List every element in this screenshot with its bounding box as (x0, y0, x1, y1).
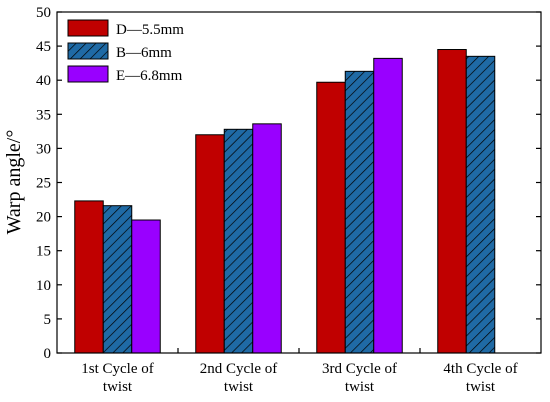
bar-b-6mm-1 (102, 205, 133, 354)
bar-d-5-5mm-4 (437, 49, 467, 354)
y-tick-label: 0 (44, 346, 52, 362)
legend: D—5.5mm B—6mm E—6.8mm (67, 19, 184, 84)
y-axis-label: Warp angle/° (3, 130, 25, 235)
y-tick-label: 25 (36, 176, 51, 192)
y-tick-label: 15 (36, 244, 51, 260)
x-ticks: 1st Cycle of twist 2nd Cycle of twist 3rd Cy… (81, 348, 518, 395)
x-category-label: 4th Cycle of (443, 361, 517, 377)
y-tick-label: 20 (36, 210, 51, 226)
legend-swatch (67, 42, 109, 60)
y-tick-label: 30 (36, 141, 51, 157)
y-tick-label: 40 (36, 73, 51, 89)
y-axis-label-group: Warp angle/° (3, 130, 25, 235)
x-category-label: twist (224, 379, 254, 395)
x-category-label: 2nd Cycle of (200, 361, 277, 377)
legend-label: D—5.5mm (116, 22, 184, 38)
plot-frame (56, 11, 542, 354)
bar-e-6-8mm-3 (373, 57, 403, 354)
x-category-label: 1st Cycle of (81, 361, 154, 377)
legend-label: E—6.8mm (116, 68, 183, 84)
y-ticks: 0 5 10 15 20 25 30 35 40 45 50 (36, 5, 541, 362)
bar-e-6-8mm-2 (252, 123, 282, 354)
bar-b-6mm-2 (223, 128, 254, 354)
y-tick-label: 50 (36, 5, 51, 21)
legend-label: B—6mm (116, 45, 172, 61)
x-category-label: twist (466, 379, 496, 395)
x-category-label: twist (103, 379, 133, 395)
x-category-label: twist (345, 379, 375, 395)
y-tick-label: 35 (36, 107, 51, 123)
y-tick-label: 10 (36, 278, 51, 294)
bar-b-6mm-3 (344, 70, 375, 354)
x-category-label: 3rd Cycle of (322, 361, 397, 377)
bars (74, 49, 496, 354)
legend-swatch (67, 65, 109, 83)
bar-d-5-5mm-1 (74, 200, 104, 354)
legend-swatch (67, 19, 109, 37)
y-tick-label: 5 (44, 312, 52, 328)
bar-b-6mm-4 (465, 55, 496, 354)
bar-d-5-5mm-2 (195, 134, 225, 354)
bar-d-5-5mm-3 (316, 81, 346, 354)
y-tick-label: 45 (36, 39, 51, 55)
bar-e-6-8mm-1 (131, 219, 161, 354)
